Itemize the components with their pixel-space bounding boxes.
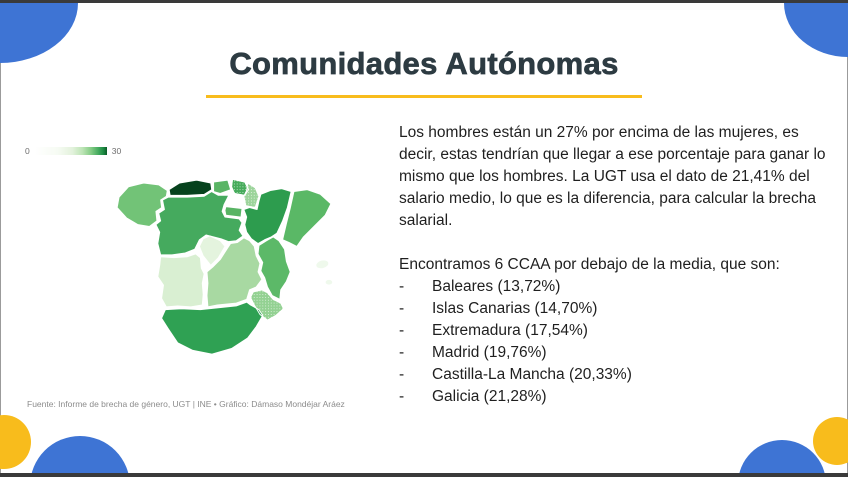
yellow-circle-bottom-right [813,417,848,465]
list-item-label: Baleares (13,72%) [432,278,561,295]
list-bullet: - [399,278,405,295]
region-la-rioja [224,206,243,218]
spain-choropleth-map [103,166,345,374]
list-intro: Encontramos 6 CCAA por debajo de la medi… [399,256,780,273]
region-aragon [243,188,292,244]
region-galicia [116,182,168,227]
legend-max-label: 30 [111,146,122,156]
list-item-label: Extremadura (17,54%) [432,322,588,339]
intro-paragraph: Los hombres están un 27% por encima de l… [399,124,826,229]
list-bullet: - [399,322,405,339]
title-underline [206,95,642,98]
legend-gradient-bar [34,147,107,155]
list-bullet: - [399,366,405,383]
list-bullet: - [399,300,405,317]
list-item-label: Madrid (19,76%) [432,344,547,361]
list-item: - Galicia (21,28%) [399,386,839,408]
blue-half-circle-bottom-left [30,436,130,477]
list-item: - Madrid (19,76%) [399,342,839,364]
legend-min-label: 0 [25,146,30,156]
region-extremadura [157,253,205,308]
region-asturias [168,179,213,196]
list-item-label: Castilla-La Mancha (20,33%) [432,366,632,383]
ccaa-list: - Baleares (13,72%) - Islas Canarias (14… [399,276,839,408]
yellow-circle-bottom-left [0,415,31,469]
list-item: - Islas Canarias (14,70%) [399,298,839,320]
region-cataluna [282,189,332,247]
region-madrid [198,235,226,266]
region-castilla-la-mancha [206,237,263,308]
body-text-column: Los hombres están un 27% por encima de l… [399,122,839,408]
pattern-overlay-murcia [250,289,285,321]
bottom-frame-bar [0,473,848,477]
region-cantabria [213,179,232,194]
list-bullet: - [399,388,405,405]
pattern-overlay-navarra [243,182,260,209]
source-attribution: Fuente: Informe de brecha de género, UGT… [27,399,345,409]
region-castilla-y-leon [155,191,244,256]
list-item-label: Galicia (21,28%) [432,388,547,405]
region-c-valenciana [257,236,291,300]
choropleth-legend: 0 30 [25,146,121,156]
region-baleares-mallorca [315,259,330,270]
list-item-label: Islas Canarias (14,70%) [432,300,598,317]
list-item: - Extremadura (17,54%) [399,320,839,342]
slide-title: Comunidades Autónomas [229,46,619,82]
region-andalucia [161,301,264,355]
top-frame-bar [0,0,848,3]
spain-map-svg [116,178,334,355]
region-baleares-ibiza [324,278,334,286]
list-item: - Baleares (13,72%) [399,276,839,298]
list-bullet: - [399,344,405,361]
list-item: - Castilla-La Mancha (20,33%) [399,364,839,386]
